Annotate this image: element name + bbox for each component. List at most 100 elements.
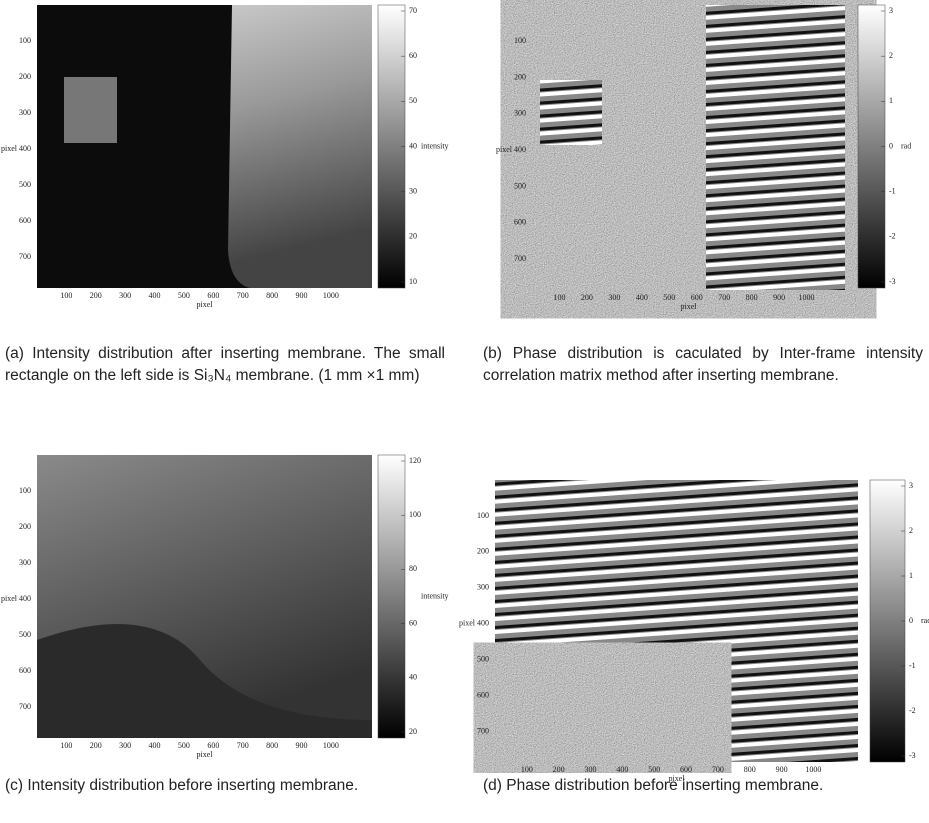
- y-tick-label: 300: [477, 583, 489, 592]
- caption: (b) Phase distribution is caculated by I…: [483, 343, 923, 387]
- x-tick-label: 600: [207, 741, 219, 750]
- x-tick-label: 200: [581, 293, 593, 302]
- x-tick-label: 300: [585, 765, 597, 774]
- x-tick-label: 500: [178, 291, 190, 300]
- caption: (c) Intensity distribution before insert…: [5, 775, 445, 797]
- x-tick-label: 900: [773, 293, 785, 302]
- y-axis-label: pixel: [459, 619, 476, 628]
- colorbar-tick-label: -3: [909, 751, 916, 760]
- colorbar-tick-label: 30: [409, 186, 417, 195]
- colorbar-tick-label: 1: [909, 571, 913, 580]
- y-tick-label: 100: [19, 486, 31, 495]
- x-tick-label: 400: [149, 741, 161, 750]
- colorbar-tick-label: 120: [409, 456, 421, 465]
- colorbar-tick-label: 60: [409, 618, 417, 627]
- y-tick-label: 300: [514, 109, 526, 118]
- colorbar-tick-label: -1: [889, 186, 896, 195]
- x-tick-label: 500: [178, 741, 190, 750]
- colorbar: [378, 5, 405, 288]
- y-axis-label: pixel: [496, 145, 513, 154]
- colorbar-tick-label: 20: [409, 232, 417, 241]
- x-axis-label: pixel: [197, 300, 214, 309]
- x-tick-label: 300: [608, 293, 620, 302]
- y-tick-label: 600: [477, 690, 489, 699]
- colorbar-tick-label: 50: [409, 96, 417, 105]
- y-tick-label: 200: [19, 72, 31, 81]
- x-tick-label: 900: [776, 765, 788, 774]
- y-tick-label: 700: [477, 726, 489, 735]
- x-tick-label: 1000: [323, 291, 339, 300]
- y-tick-label: 500: [477, 654, 489, 663]
- x-tick-label: 800: [744, 765, 756, 774]
- y-tick-label: 600: [19, 666, 31, 675]
- x-tick-label: 100: [60, 291, 72, 300]
- caption: (a) Intensity distribution after inserti…: [5, 343, 445, 387]
- y-tick-label: 300: [19, 558, 31, 567]
- y-tick-label: 100: [514, 36, 526, 45]
- colorbar-tick-label: 100: [409, 510, 421, 519]
- x-tick-label: 500: [648, 765, 660, 774]
- y-tick-label: 200: [514, 72, 526, 81]
- colorbar-tick-label: 60: [409, 51, 417, 60]
- colorbar-tick-label: 2: [909, 526, 913, 535]
- x-tick-label: 400: [149, 291, 161, 300]
- colorbar-tick-label: 3: [889, 6, 893, 15]
- colorbar-tick-label: -2: [909, 706, 916, 715]
- colorbar-tick-label: 10: [409, 277, 417, 286]
- x-tick-label: 700: [718, 293, 730, 302]
- colorbar-tick-label: 3: [909, 481, 913, 490]
- figure-page: 100200300400500600700pixel10020030040050…: [0, 0, 929, 823]
- colorbar-tick-label: 80: [409, 564, 417, 573]
- x-tick-label: 200: [90, 291, 102, 300]
- colorbar-tick-label: 40: [409, 673, 417, 682]
- colorbar-label: rad: [901, 141, 911, 150]
- x-tick-label: 200: [90, 741, 102, 750]
- x-axis-label: pixel: [197, 750, 214, 759]
- x-tick-label: 100: [553, 293, 565, 302]
- x-tick-label: 600: [691, 293, 703, 302]
- y-tick-label: 100: [477, 511, 489, 520]
- x-tick-label: 1000: [799, 293, 815, 302]
- image-d: [495, 480, 858, 762]
- x-tick-label: 300: [119, 741, 131, 750]
- x-tick-label: 900: [295, 741, 307, 750]
- image-b: [532, 5, 845, 290]
- x-tick-label: 1000: [805, 765, 821, 774]
- x-tick-label: 400: [616, 765, 628, 774]
- colorbar-tick-label: 1: [889, 96, 893, 105]
- x-tick-label: 300: [119, 291, 131, 300]
- x-tick-label: 600: [207, 291, 219, 300]
- x-tick-label: 500: [663, 293, 675, 302]
- y-tick-label: 200: [19, 522, 31, 531]
- image-a: [37, 5, 372, 288]
- y-tick-label: 200: [477, 547, 489, 556]
- y-tick-label: 400: [477, 619, 489, 628]
- colorbar-label: intensity: [421, 591, 449, 600]
- y-tick-label: 500: [514, 181, 526, 190]
- colorbar: [870, 480, 905, 762]
- y-tick-label: 700: [19, 252, 31, 261]
- colorbar-tick-label: 2: [889, 51, 893, 60]
- y-tick-label: 700: [19, 702, 31, 711]
- colorbar: [858, 5, 885, 288]
- x-tick-label: 700: [237, 741, 249, 750]
- colorbar-tick-label: 40: [409, 141, 417, 150]
- x-tick-label: 800: [746, 293, 758, 302]
- x-tick-label: 1000: [323, 741, 339, 750]
- y-tick-label: 700: [514, 254, 526, 263]
- y-tick-label: 400: [514, 145, 526, 154]
- y-tick-label: 600: [19, 216, 31, 225]
- colorbar-tick-label: 0: [889, 141, 893, 150]
- x-tick-label: 900: [295, 291, 307, 300]
- y-tick-label: 500: [19, 630, 31, 639]
- colorbar-label: intensity: [421, 141, 449, 150]
- y-axis-label: pixel: [1, 144, 18, 153]
- colorbar-tick-label: 70: [409, 6, 417, 15]
- colorbar-label: rad: [921, 616, 929, 625]
- x-tick-label: 700: [712, 765, 724, 774]
- colorbar-tick-label: -1: [909, 661, 916, 670]
- x-axis-label: pixel: [681, 302, 698, 311]
- y-tick-label: 600: [514, 218, 526, 227]
- y-tick-label: 500: [19, 180, 31, 189]
- colorbar-tick-label: -3: [889, 277, 896, 286]
